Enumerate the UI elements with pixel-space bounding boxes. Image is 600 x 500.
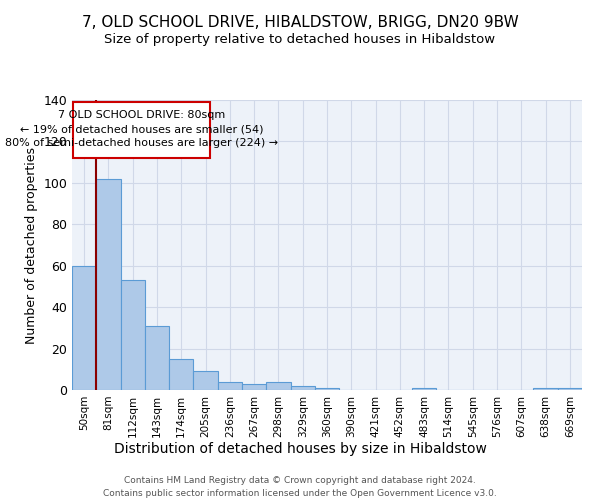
Bar [169,359,193,390]
Bar [242,384,266,390]
Bar [558,388,582,390]
Text: 7, OLD SCHOOL DRIVE, HIBALDSTOW, BRIGG, DN20 9BW: 7, OLD SCHOOL DRIVE, HIBALDSTOW, BRIGG, … [82,15,518,30]
Y-axis label: Number of detached properties: Number of detached properties [25,146,38,344]
Text: ← 19% of detached houses are smaller (54): ← 19% of detached houses are smaller (54… [20,124,263,134]
Bar [266,382,290,390]
Text: Distribution of detached houses by size in Hibaldstow: Distribution of detached houses by size … [113,442,487,456]
Bar [96,178,121,390]
Bar [193,372,218,390]
Bar [533,388,558,390]
Bar [218,382,242,390]
Text: Size of property relative to detached houses in Hibaldstow: Size of property relative to detached ho… [104,32,496,46]
Bar [412,388,436,390]
FancyBboxPatch shape [73,102,211,158]
Text: 80% of semi-detached houses are larger (224) →: 80% of semi-detached houses are larger (… [5,138,278,148]
Text: 7 OLD SCHOOL DRIVE: 80sqm: 7 OLD SCHOOL DRIVE: 80sqm [58,110,226,120]
Bar [72,266,96,390]
Bar [121,280,145,390]
Bar [145,326,169,390]
Text: Contains HM Land Registry data © Crown copyright and database right 2024.: Contains HM Land Registry data © Crown c… [124,476,476,485]
Bar [290,386,315,390]
Text: Contains public sector information licensed under the Open Government Licence v3: Contains public sector information licen… [103,489,497,498]
Bar [315,388,339,390]
